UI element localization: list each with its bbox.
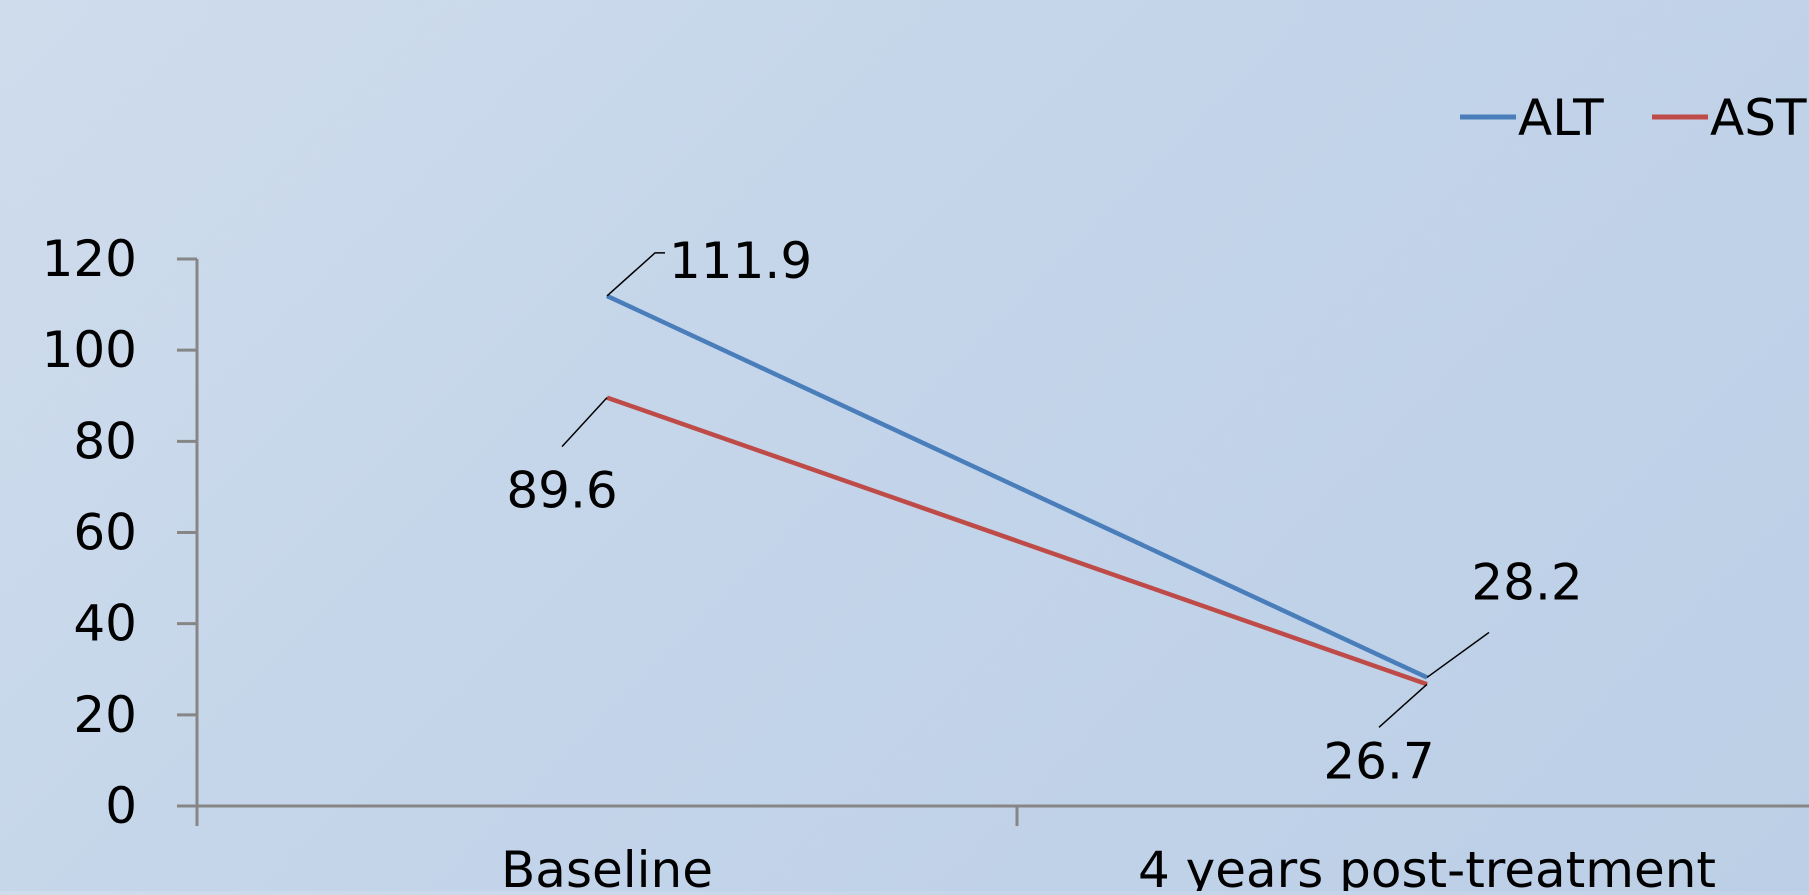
y-tick-label: 80 [73, 412, 137, 470]
y-tick-label: 60 [73, 504, 137, 562]
series-line-alt [606, 293, 1428, 680]
y-tick-label: 20 [73, 686, 137, 744]
y-tick-label: 40 [73, 595, 137, 653]
x-tick-label: Baseline [501, 841, 713, 891]
legend-label-ast: AST [1710, 89, 1807, 147]
y-tick-label: 120 [42, 230, 137, 288]
data-label-leader-line [1426, 631, 1490, 679]
data-label-alt: 111.9 [669, 232, 812, 290]
y-tick-label: 0 [105, 777, 137, 835]
data-label-leader-line [606, 252, 665, 297]
x-tick-label: 4 years post-treatment [1138, 841, 1716, 891]
data-label-leader-line [561, 397, 608, 448]
series-line-ast [606, 395, 1428, 687]
data-label-alt: 28.2 [1471, 553, 1582, 611]
data-label-ast: 89.6 [506, 462, 617, 520]
y-tick-label: 100 [42, 321, 137, 379]
data-label-ast: 26.7 [1323, 732, 1434, 790]
data-label-leader-line [1378, 683, 1428, 728]
legend-label-alt: ALT [1518, 89, 1604, 147]
